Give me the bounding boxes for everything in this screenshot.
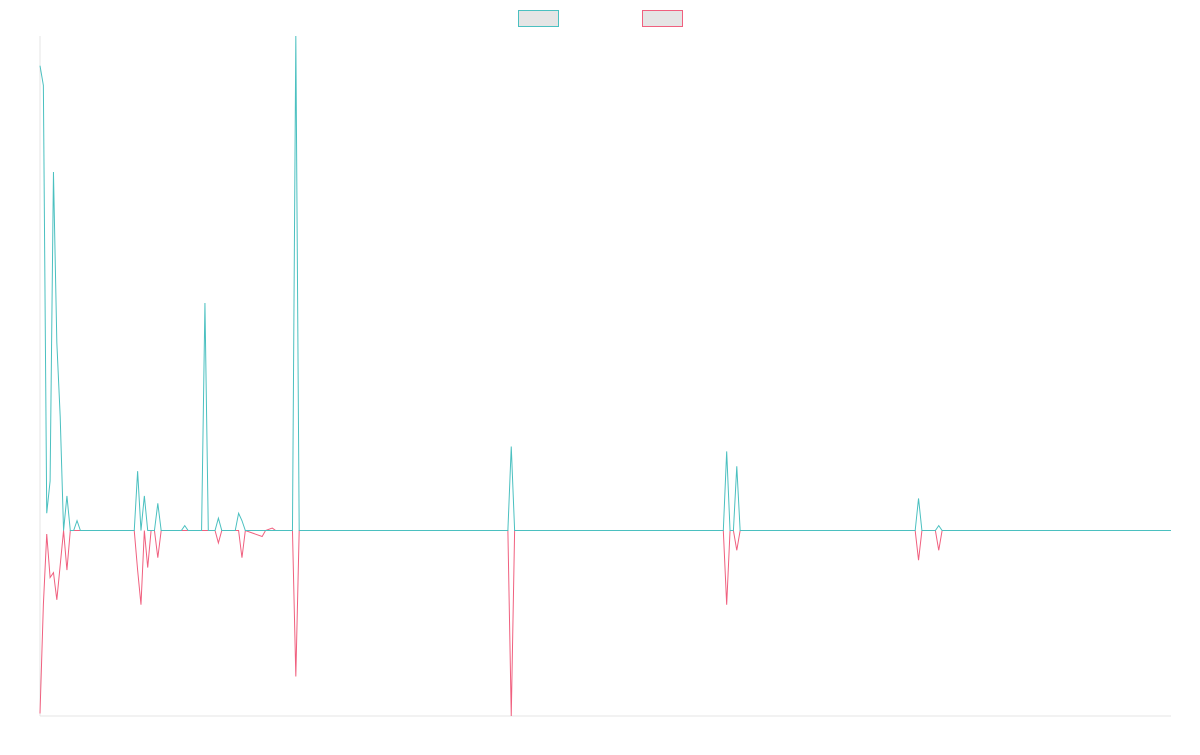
legend — [518, 10, 683, 27]
legend-swatch-1[interactable] — [518, 10, 559, 27]
legend-swatch-2[interactable] — [642, 10, 683, 27]
series-line-2 — [39, 527, 1171, 717]
axes — [39, 36, 1171, 717]
series-lines — [39, 35, 1171, 717]
series-line-1 — [39, 35, 1171, 532]
